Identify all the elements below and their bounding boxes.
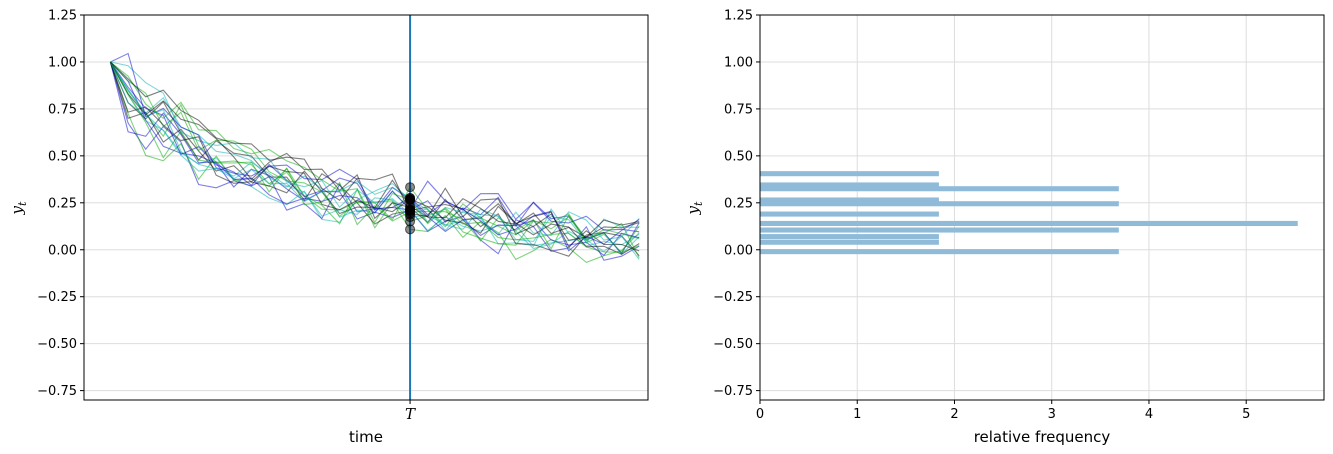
- cross-section-point: [405, 224, 416, 235]
- histogram-y-axis-label: yt: [684, 201, 705, 215]
- sample-path-line: [109, 61, 640, 244]
- histogram-y-tick-label: 1.25: [724, 9, 753, 24]
- histogram-y-tick-label: 1.00: [724, 55, 753, 70]
- cross-section-point: [405, 208, 416, 219]
- paths-y-tick-label: 1.25: [48, 9, 77, 24]
- histogram-bars: [760, 171, 1298, 255]
- sample-path-line: [110, 61, 640, 241]
- sample-path-line: [109, 61, 640, 255]
- cross-section-point: [405, 212, 416, 223]
- paths-y-ticks: −0.75 −0.50 −0.25 0.00 0.25 0.50 0.75 1.00 1.25: [37, 9, 84, 399]
- histogram-bar: [760, 186, 1119, 192]
- paths-y-tick-label: 0.75: [48, 102, 77, 117]
- paths-x-tick-label: T: [405, 405, 416, 423]
- histogram-bar: [760, 182, 939, 188]
- histogram-bar: [760, 227, 1119, 233]
- sample-path-line: [109, 61, 640, 233]
- paths-y-tick-label: −0.25: [37, 290, 77, 305]
- histogram-bar: [760, 201, 1119, 207]
- paths-y-tick-label: 0.50: [48, 149, 77, 164]
- histogram-bar: [760, 220, 1298, 226]
- paths-x-ticks: T: [405, 400, 416, 423]
- sample-path-line: [109, 61, 640, 259]
- histogram-y-tick-label: 0.00: [724, 243, 753, 258]
- histogram-y-ticks: −0.75 −0.50 −0.25 0.00 0.25 0.50 0.75 1.00 1.25: [713, 9, 760, 399]
- paths-lines: [109, 52, 640, 264]
- histogram-bar: [760, 197, 939, 203]
- paths-y-axis-label-main: y: [8, 205, 26, 215]
- paths-y-tick-label: −0.50: [37, 337, 77, 352]
- histogram-y-tick-label: −0.75: [713, 384, 753, 399]
- paths-y-tick-label: 1.00: [48, 55, 77, 70]
- histogram-plot-area: [760, 15, 1324, 400]
- histogram-x-tick-label: 1: [853, 407, 861, 422]
- cross-section-point: [405, 182, 416, 193]
- paths-axes-frame: [83, 14, 649, 401]
- paths-y-tick-label: 0.00: [48, 243, 77, 258]
- histogram-y-tick-label: −0.25: [713, 290, 753, 305]
- paths-y-tick-label: −0.75: [37, 384, 77, 399]
- cross-section-points: [405, 182, 416, 235]
- sample-path-line: [109, 61, 640, 260]
- histogram-x-tick-label: 3: [1048, 407, 1056, 422]
- paths-x-axis-label: time: [349, 428, 383, 446]
- histogram-x-tick-label: 2: [950, 407, 958, 422]
- histogram-y-tick-label: 0.50: [724, 149, 753, 164]
- histogram-x-tick-label: 0: [756, 407, 764, 422]
- histogram-y-axis-label-sub: t: [692, 201, 705, 206]
- histogram-bar: [760, 234, 939, 240]
- paths-y-axis-label-sub: t: [16, 201, 29, 206]
- histogram-bar: [760, 171, 939, 177]
- histogram-bar: [760, 249, 1119, 255]
- sample-path-line: [110, 61, 640, 241]
- histogram-y-tick-label: −0.50: [713, 337, 753, 352]
- histogram-x-axis-label: relative frequency: [974, 428, 1111, 446]
- histogram-bar: [760, 239, 939, 245]
- histogram-panel: −0.75−0.50−0.250.000.250.500.751.001.25 …: [684, 9, 1325, 446]
- cross-section-point: [405, 192, 416, 203]
- sample-path-line: [110, 52, 640, 252]
- histogram-y-tick-label: 0.75: [724, 102, 753, 117]
- histogram-x-tick-label: 4: [1145, 407, 1153, 422]
- paths-y-axis-label: yt: [8, 201, 29, 215]
- sample-path-line: [110, 61, 640, 253]
- paths-y-tick-label: 0.25: [48, 196, 77, 211]
- histogram-y-axis-label-main: y: [684, 205, 702, 215]
- histogram-x-tick-label: 5: [1242, 407, 1250, 422]
- sample-path-line: [109, 61, 640, 239]
- paths-panel: −0.75−0.50−0.250.000.250.500.751.001.25 …: [8, 9, 649, 446]
- histogram-x-ticks: 0 1 2 3 4 5: [756, 400, 1250, 422]
- sample-path-line: [109, 61, 640, 254]
- histogram-axes-frame: [759, 14, 1325, 401]
- sample-path-line: [109, 61, 640, 257]
- histogram-y-tick-label: 0.25: [724, 196, 753, 211]
- histogram-bar: [760, 211, 939, 217]
